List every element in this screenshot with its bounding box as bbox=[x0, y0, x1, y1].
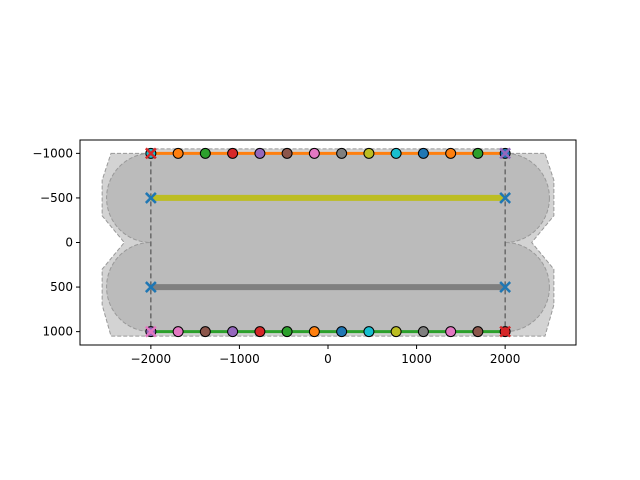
x-marker-stroke bbox=[144, 147, 157, 160]
x-marker-stroke bbox=[499, 192, 512, 204]
data-point bbox=[445, 326, 457, 338]
data-point bbox=[199, 326, 211, 338]
data-point bbox=[199, 147, 211, 159]
data-point bbox=[390, 326, 402, 338]
data-point bbox=[172, 326, 184, 338]
data-point bbox=[336, 147, 348, 159]
data-point bbox=[472, 147, 484, 159]
x-marker-stroke bbox=[144, 281, 157, 293]
x-marker bbox=[499, 281, 512, 293]
data-point bbox=[417, 147, 429, 159]
x-axis: −2000 −1000 0 1000 2000 bbox=[131, 345, 521, 366]
x-markers bbox=[144, 147, 512, 338]
data-point bbox=[417, 326, 429, 338]
x-marker-stroke bbox=[499, 281, 512, 293]
data-point bbox=[445, 147, 457, 159]
x-tick-label: −2000 bbox=[131, 352, 172, 366]
x-tick-label: 1000 bbox=[401, 352, 432, 366]
data-point bbox=[227, 147, 239, 159]
data-point bbox=[281, 147, 293, 159]
x-marker bbox=[144, 192, 157, 204]
data-point bbox=[472, 326, 484, 338]
data-point bbox=[254, 326, 266, 338]
y-tick-label: −1000 bbox=[32, 146, 73, 160]
y-tick-label: 500 bbox=[50, 280, 73, 294]
data-point bbox=[254, 147, 266, 159]
x-marker bbox=[499, 325, 512, 338]
inner-region bbox=[106, 152, 550, 333]
data-point bbox=[172, 147, 184, 159]
x-marker-stroke bbox=[499, 147, 512, 160]
x-marker-stroke bbox=[499, 325, 512, 338]
x-marker bbox=[499, 192, 512, 204]
data-point bbox=[390, 147, 402, 159]
x-tick-label: −1000 bbox=[219, 352, 260, 366]
data-point bbox=[363, 147, 375, 159]
x-marker-stroke bbox=[144, 325, 157, 338]
x-tick-label: 0 bbox=[324, 352, 332, 366]
x-marker-stroke bbox=[144, 192, 157, 204]
data-point bbox=[336, 326, 348, 338]
plot-area bbox=[101, 147, 555, 338]
x-marker bbox=[144, 325, 157, 338]
y-tick-label: −500 bbox=[40, 191, 73, 205]
data-point bbox=[227, 326, 239, 338]
y-tick-label: 0 bbox=[65, 236, 73, 250]
x-marker bbox=[499, 147, 512, 160]
dashed-lines bbox=[150, 153, 506, 332]
data-point bbox=[281, 326, 293, 338]
data-point bbox=[308, 326, 320, 338]
x-marker bbox=[144, 147, 157, 160]
y-tick-label: 1000 bbox=[42, 325, 73, 339]
y-axis: −1000 −500 0 500 1000 bbox=[32, 146, 80, 339]
data-point bbox=[308, 147, 320, 159]
inner-region-rect bbox=[150, 153, 506, 332]
data-point bbox=[363, 326, 375, 338]
x-tick-label: 2000 bbox=[490, 352, 521, 366]
x-marker bbox=[144, 281, 157, 293]
